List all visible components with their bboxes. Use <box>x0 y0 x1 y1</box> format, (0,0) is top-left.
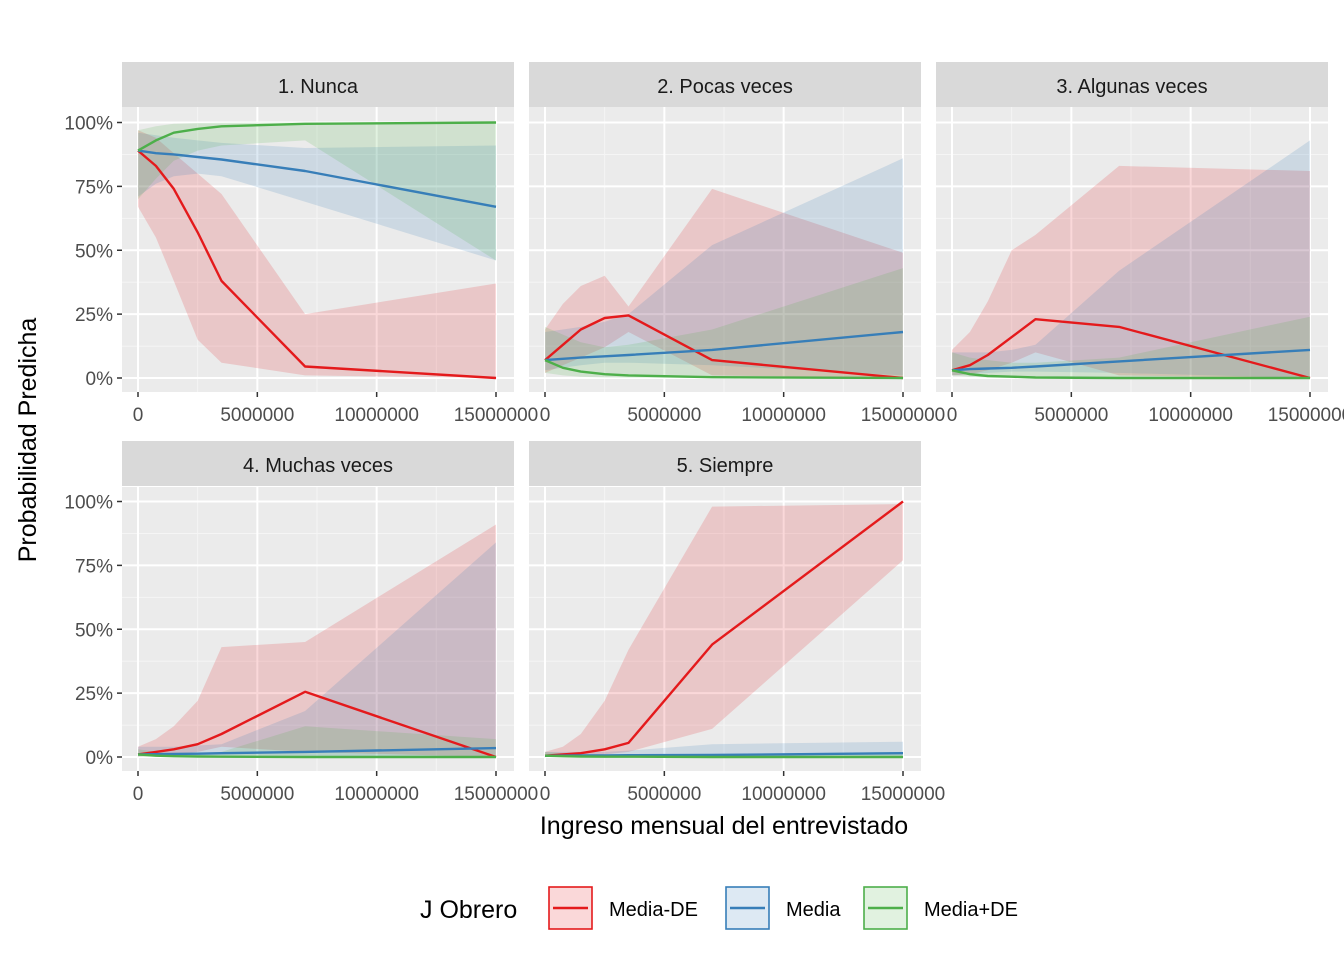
facet-strip <box>936 62 1328 107</box>
y-tick-label: 0% <box>86 369 114 390</box>
x-tick-label: 10000000 <box>334 405 419 426</box>
panel-5-siempre: 5. Siempre 0 5000000 10000000 15000000 <box>529 441 945 805</box>
ribbon-media-de <box>952 165 1310 378</box>
y-axis-title: Probabilidad Predicha <box>14 318 42 563</box>
legend-title: J Obrero <box>420 896 517 924</box>
facet-strip-label: 1. Nunca <box>278 76 359 98</box>
panels-layer: 1. Nunca 0% 25% 50% 75% 100% 0 5000000 10000000 1… <box>64 62 1344 805</box>
ribbon-media-de <box>138 524 496 757</box>
series-line-media <box>544 330 904 362</box>
facet-strip <box>122 62 514 107</box>
x-tick-label: 15000000 <box>861 405 946 426</box>
legend-label-media-de: Media+DE <box>924 899 1018 921</box>
facet-strip <box>529 62 921 107</box>
y-tick-label: 25% <box>75 684 113 705</box>
ribbon-media <box>138 132 496 261</box>
x-tick-label: 10000000 <box>334 784 419 805</box>
ribbon-media-de <box>952 316 1310 378</box>
x-tick-label: 15000000 <box>454 405 539 426</box>
y-tick-label: 0% <box>86 748 114 769</box>
y-tick-label: 50% <box>75 241 113 262</box>
series-line-media-de <box>951 369 1310 380</box>
x-axis-title: Ingreso mensual del entrevistado <box>540 812 908 840</box>
y-tick-label: 100% <box>64 493 113 514</box>
x-tick-label: 5000000 <box>220 784 294 805</box>
x-tick-label: 5000000 <box>627 405 701 426</box>
x-tick-label: 15000000 <box>1268 405 1344 426</box>
legend-label-media-de: Media-DE <box>609 899 698 921</box>
y-tick-label: 75% <box>75 177 113 198</box>
series-line-media-de <box>544 358 904 380</box>
ribbon-media <box>952 140 1310 378</box>
x-tick-label: 5000000 <box>220 405 294 426</box>
series-line-media-de <box>544 754 903 759</box>
x-tick-label: 10000000 <box>1148 405 1233 426</box>
series-line-media-de <box>544 314 904 380</box>
x-tick-label: 15000000 <box>861 784 946 805</box>
series-line-media-de <box>137 121 497 152</box>
series-line-media-de <box>137 690 497 759</box>
x-tick-label: 0 <box>540 784 551 805</box>
panel-1-nunca: 1. Nunca 0% 25% 50% 75% 100% 0 5000000 10000000 1… <box>64 62 538 426</box>
series-line-media-de <box>951 318 1311 380</box>
facet-strip-label: 3. Algunas veces <box>1056 76 1207 98</box>
ribbon-media <box>545 158 903 376</box>
facet-strip <box>122 441 514 486</box>
y-tick-label: 75% <box>75 556 113 577</box>
panel-4-muchas-veces: 4. Muchas veces 0% 25% 50% 75% 100% 0 5000000 10… <box>64 441 538 805</box>
ribbon-media-de <box>138 122 496 261</box>
facet-strip <box>529 441 921 486</box>
facet-strip-label: 5. Siempre <box>677 455 774 477</box>
x-tick-label: 5000000 <box>1034 405 1108 426</box>
series-line-media <box>137 746 497 756</box>
series-line-media <box>951 348 1311 372</box>
x-tick-label: 5000000 <box>627 784 701 805</box>
legend-entries: Media-DE Media Media+DE <box>548 886 1018 930</box>
x-tick-label: 0 <box>947 405 958 426</box>
x-tick-label: 0 <box>540 405 551 426</box>
x-tick-label: 0 <box>133 784 144 805</box>
panel-2-pocas-veces: 2. Pocas veces 0 5000000 10000000 15000000 <box>529 62 945 426</box>
y-tick-label: 50% <box>75 620 113 641</box>
x-tick-label: 10000000 <box>741 784 826 805</box>
legend-entry-media: Media <box>725 886 841 930</box>
legend-entry-media-de: Media-DE <box>548 886 698 930</box>
x-tick-label: 15000000 <box>454 784 539 805</box>
legend: J Obrero Media-DE Media Media+DE <box>420 886 1018 930</box>
ribbon-media-de <box>138 130 496 378</box>
legend-entry-media-de: Media+DE <box>863 886 1018 930</box>
y-tick-label: 25% <box>75 305 113 326</box>
y-tick-label: 100% <box>64 114 113 135</box>
panel-3-algunas-veces: 3. Algunas veces 0 5000000 10000000 15000000 <box>936 62 1344 426</box>
series-line-media <box>137 149 497 208</box>
facet-strip-label: 4. Muchas veces <box>243 455 393 477</box>
series-line-media-de <box>137 149 497 380</box>
facet-strip-label: 2. Pocas veces <box>657 76 793 98</box>
ribbon-media-de <box>545 188 903 378</box>
x-tick-label: 0 <box>133 405 144 426</box>
x-tick-label: 10000000 <box>741 405 826 426</box>
ribbon-media <box>138 542 496 757</box>
series-line-media-de <box>544 500 904 757</box>
series-line-media-de <box>137 753 496 759</box>
ribbon-media-de <box>545 268 903 378</box>
legend-label-media: Media <box>786 899 841 921</box>
